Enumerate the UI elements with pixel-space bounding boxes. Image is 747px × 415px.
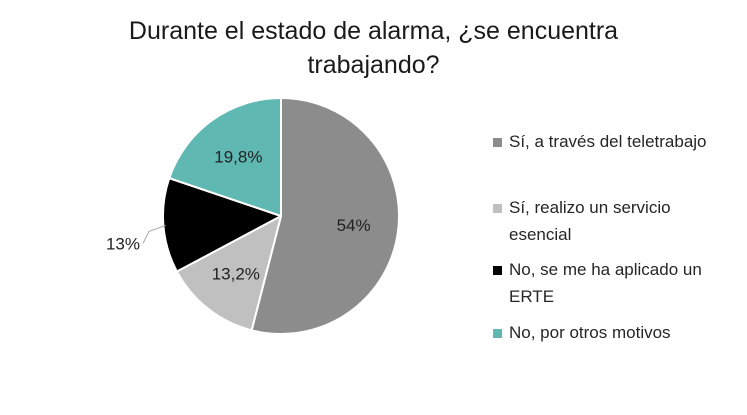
chart-title: Durante el estado de alarma, ¿se encuent… — [0, 14, 747, 82]
chart-title-line-2: trabajando? — [307, 51, 440, 79]
legend-label-servicio-esencial-line-1: Sí, realizo un servicio — [509, 198, 671, 217]
data-label-erte: 13% — [106, 234, 140, 253]
legend-swatch-erte — [493, 266, 502, 275]
leader-line-erte — [142, 224, 166, 244]
legend-swatch-servicio-esencial — [493, 204, 502, 213]
legend-label-erte-line-2: ERTE — [509, 287, 555, 306]
legend-label-erte-line-1: No, se me ha aplicado un — [509, 260, 702, 279]
pie-slice-otros-motivos — [168, 97, 282, 217]
pie-slice-teletrabajo — [250, 97, 400, 335]
legend-label-teletrabajo-line-1: Sí, a través del teletrabajo — [509, 132, 707, 151]
chart-title-line-1: Durante el estado de alarma, ¿se encuent… — [128, 17, 619, 45]
legend-label-otros-motivos-line-1: No, por otros motivos — [509, 323, 671, 342]
legend-swatch-teletrabajo — [493, 138, 502, 147]
pie-slice-servicio-esencial — [175, 215, 282, 332]
pie-slice-erte — [162, 177, 282, 273]
data-label-teletrabajo: 54% — [337, 216, 371, 235]
data-label-otros-motivos: 19,8% — [214, 148, 262, 167]
legend-label-servicio-esencial-line-2: esencial — [509, 225, 572, 244]
data-label-servicio-esencial: 13,2% — [212, 265, 260, 284]
legend-swatch-otros-motivos — [493, 329, 502, 338]
